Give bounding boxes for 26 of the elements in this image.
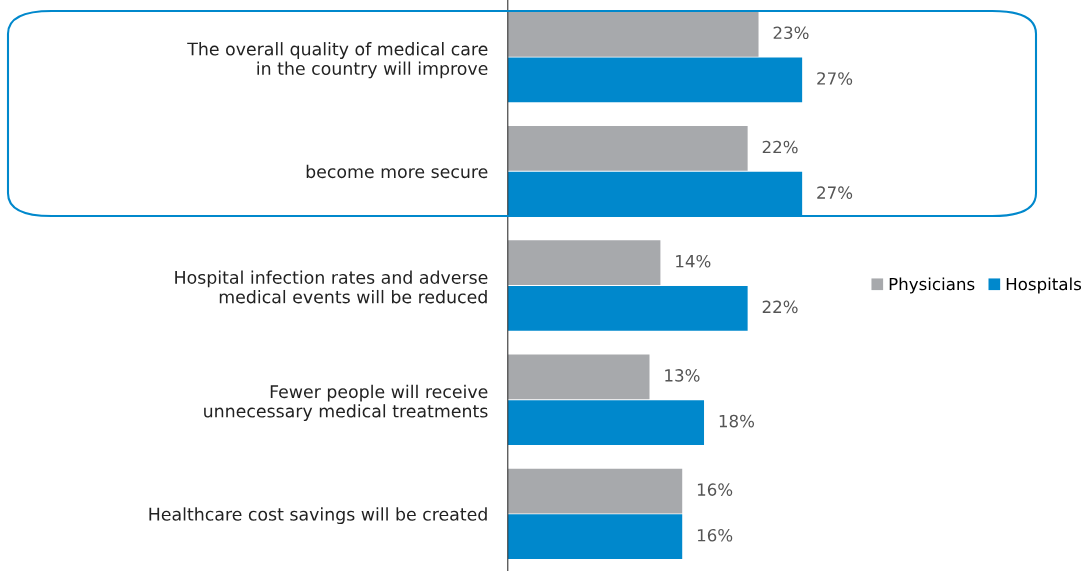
bar: [507, 126, 748, 171]
data-label: 16%: [697, 528, 733, 542]
y-tick-label: become more secure: [306, 164, 488, 179]
y-tick-label: Healthcare cost savings will be created: [149, 507, 487, 525]
data-label: 18%: [719, 414, 755, 428]
data-label: 16%: [697, 483, 733, 496]
y-tick-label: Fewer people will receive unnecessary medical treatments: [204, 384, 488, 421]
bar: [507, 400, 705, 445]
bar: [507, 240, 661, 286]
bar: [507, 514, 683, 560]
bar: [507, 11, 759, 57]
data-label: 22%: [762, 140, 798, 154]
data-label: 14%: [676, 254, 711, 268]
legend-label: Physicians: [889, 277, 975, 294]
y-tick-label: Hospital infection rates and adverse medical events will be reduced: [175, 270, 488, 304]
y-tick-label: The overall quality of medical care in the country will improve: [187, 42, 488, 79]
bar: [507, 285, 748, 331]
data-label: 23%: [773, 26, 809, 40]
data-label: 27%: [817, 72, 853, 85]
data-label: 13%: [665, 369, 700, 382]
legend-label: Hospitals: [1006, 277, 1082, 294]
bar: [507, 354, 650, 400]
bar: [507, 468, 683, 514]
bar: [507, 57, 803, 103]
data-label: 22%: [762, 300, 798, 314]
data-label: 27%: [817, 186, 853, 199]
